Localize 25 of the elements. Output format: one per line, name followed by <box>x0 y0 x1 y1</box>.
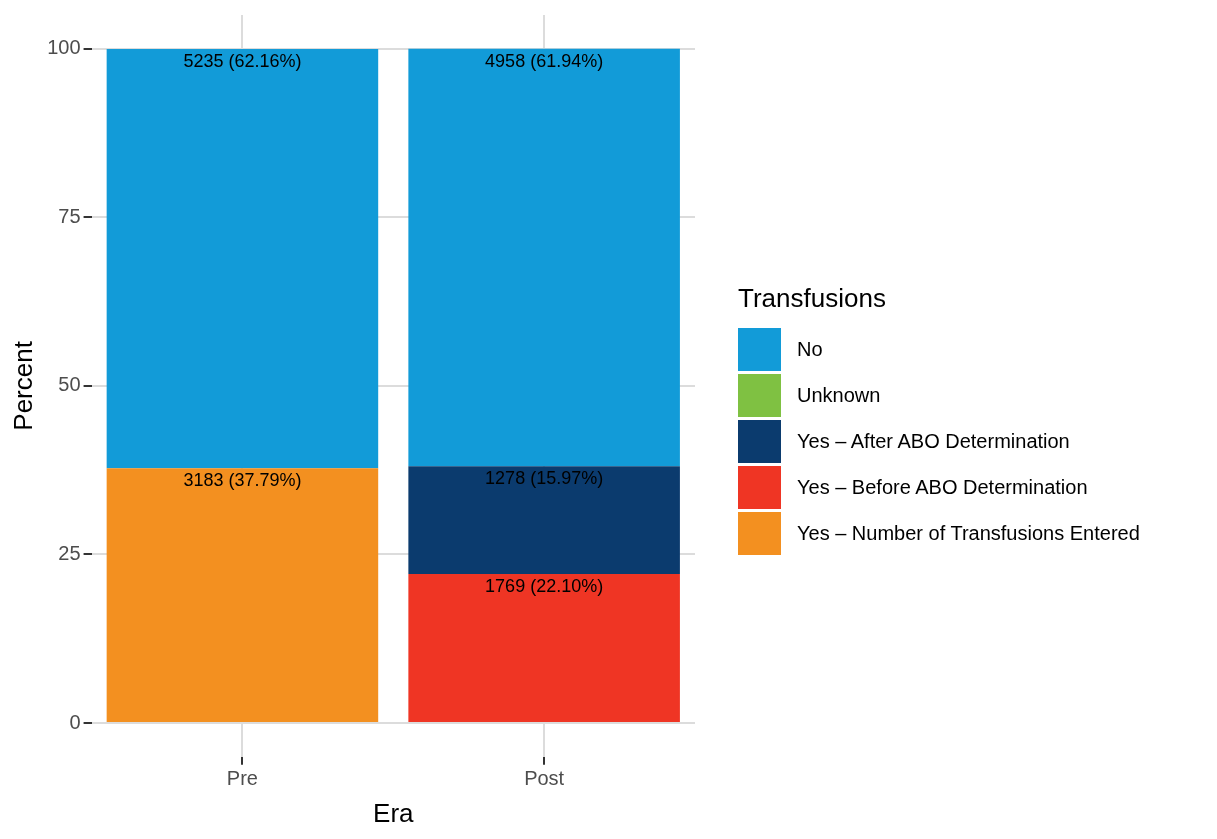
data-label: 5235 (62.16%) <box>183 51 302 72</box>
bar <box>106 468 379 723</box>
legend-label: Yes – Number of Transfusions Entered <box>797 521 1140 545</box>
data-label: 3183 (37.79%) <box>183 470 302 491</box>
data-label: 1278 (15.97%) <box>485 468 604 489</box>
legend-label: Unknown <box>797 383 881 407</box>
x-tick-label: Post <box>524 767 565 790</box>
y-tick-label: 100 <box>47 36 81 59</box>
x-tick-label: Pre <box>226 767 258 790</box>
legend-label: No <box>797 337 823 361</box>
bar <box>408 48 680 467</box>
bar <box>106 49 379 469</box>
bar <box>408 574 680 723</box>
legend-label: Yes – Before ABO Determination <box>797 475 1088 499</box>
data-label: 1769 (22.10%) <box>485 576 604 597</box>
y-tick-label: 0 <box>69 710 81 733</box>
y-tick-label: 25 <box>58 542 81 565</box>
legend-title: Transfusions <box>738 283 887 314</box>
x-axis-title: Era <box>373 797 415 828</box>
y-tick-label: 50 <box>58 373 81 396</box>
bar <box>408 466 680 575</box>
data-label: 4958 (61.94%) <box>485 50 604 71</box>
legend-label: Yes – After ABO Determination <box>797 429 1070 453</box>
y-axis-title: Percent <box>7 340 38 431</box>
y-tick-label: 75 <box>58 204 81 227</box>
